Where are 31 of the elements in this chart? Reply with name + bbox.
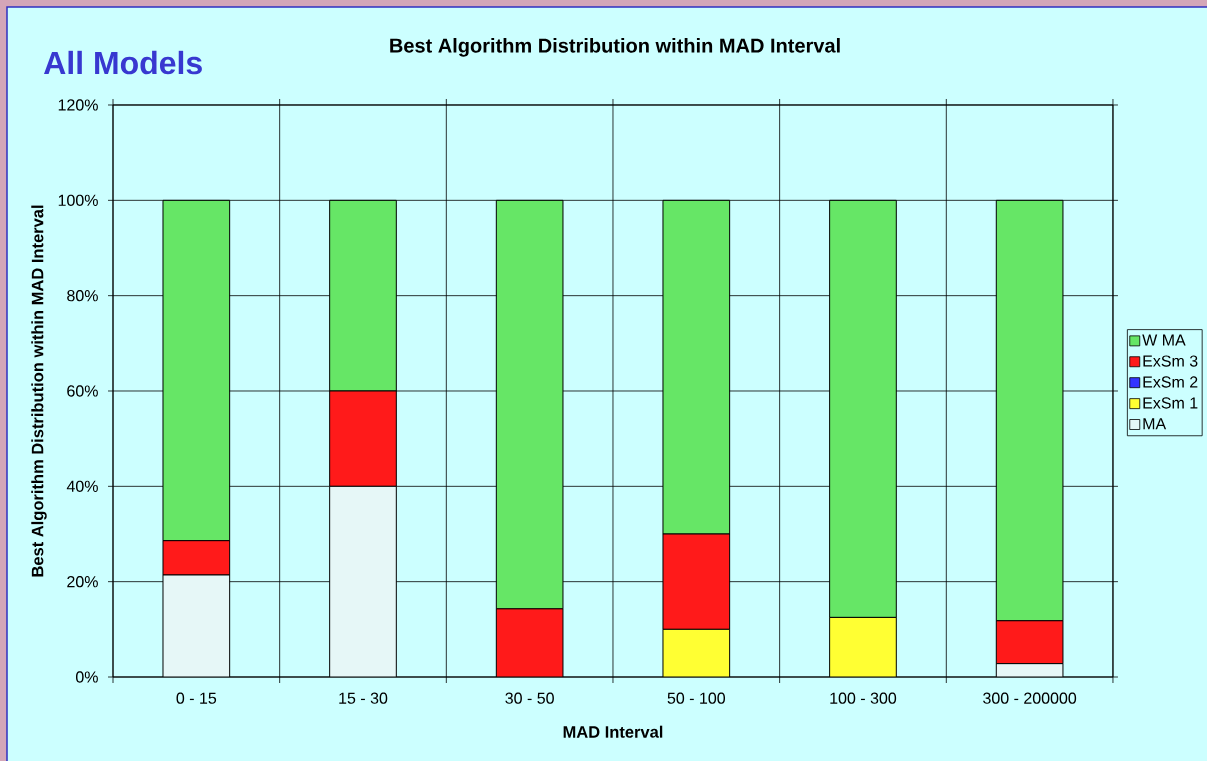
chart-title: All Models [44, 50, 202, 75]
x-tick-label: 15 - 30 [339, 692, 388, 704]
y-tick-label: 100% [58, 194, 98, 206]
bar [995, 620, 1064, 665]
y-tick-label: 80% [67, 290, 98, 302]
y-tick-label: 20% [67, 576, 98, 588]
x-tick-label: 300 - 200000 [983, 692, 1077, 704]
y-axis-title: Best Algorithm Distribution within MAD Interval [31, 205, 47, 577]
legend-label: ExSm 1 [1143, 397, 1198, 409]
legend-label: ExSm 3 [1143, 355, 1198, 367]
x-tick-label: 0 - 15 [176, 692, 217, 704]
legend-label: W MA [1142, 334, 1186, 346]
bar [829, 616, 897, 677]
bar [662, 533, 731, 630]
x-tick-label: 50 - 100 [667, 692, 726, 704]
y-tick-label: 0% [75, 671, 98, 683]
bar [329, 390, 397, 487]
y-tick-label: 60% [67, 385, 98, 397]
x-tick-label: 100 - 300 [830, 692, 897, 704]
legend-label: MA [1143, 418, 1167, 430]
bar [495, 608, 564, 677]
bar [162, 540, 231, 576]
x-tick-label: 30 - 50 [505, 692, 554, 704]
bar [329, 485, 397, 677]
chart-subtitle: Best Algorithm Distribution within MAD Interval [390, 37, 840, 57]
y-tick-label: 40% [66, 480, 98, 492]
x-axis-title: MAD Interval [563, 725, 663, 738]
bar [662, 628, 731, 677]
bar [162, 574, 231, 677]
legend-label: ExSm 2 [1143, 376, 1198, 388]
y-tick-label: 120% [58, 99, 98, 111]
